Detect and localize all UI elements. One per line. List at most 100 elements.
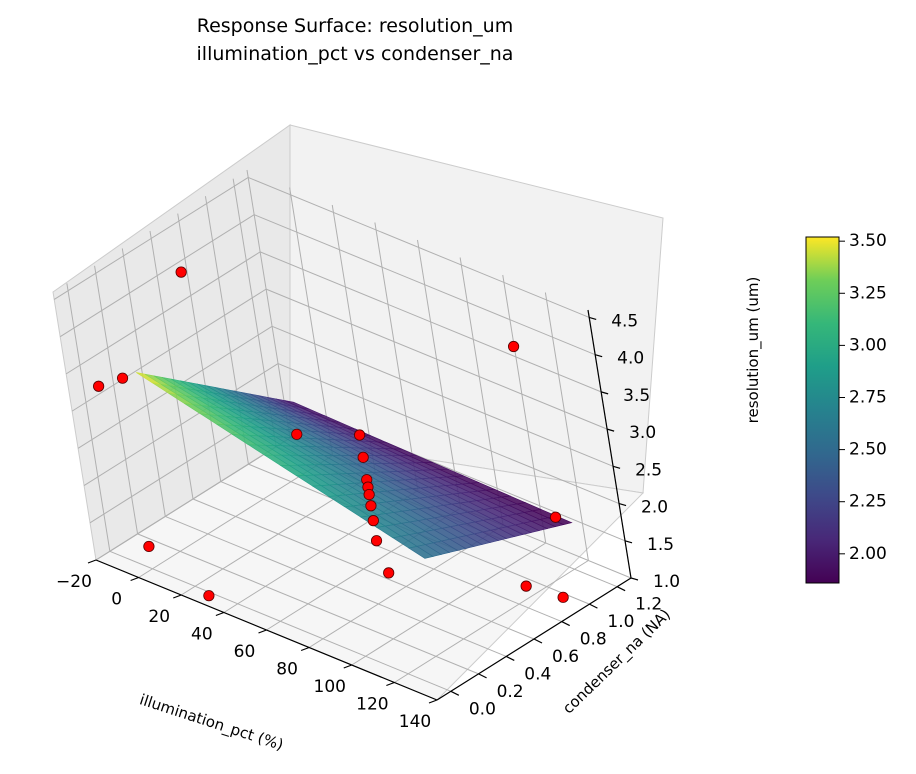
- z-tick-mark: [589, 316, 597, 321]
- y-gridline-floor: [109, 550, 452, 692]
- z-tick-mark: [606, 428, 615, 432]
- colorbar-gradient: [805, 236, 840, 584]
- z-tick-mark: [630, 577, 639, 581]
- z-gridline-left: [53, 177, 249, 300]
- z-tick-label: 4.0: [617, 349, 644, 369]
- data-point: [353, 429, 366, 441]
- colorbar-tick-label: 3.25: [849, 283, 887, 303]
- x-tick-label: 120: [356, 695, 388, 715]
- z-tick-label: 1.5: [647, 535, 674, 555]
- data-point: [549, 511, 562, 523]
- y-tick-label: 1.2: [635, 595, 662, 615]
- z-tick-label: 3.5: [623, 386, 650, 406]
- x-tick-mark: [215, 611, 225, 617]
- y-gridline-floor: [165, 515, 507, 657]
- x-tick-mark: [87, 559, 97, 564]
- z-tick-label: 2.0: [641, 498, 668, 518]
- x-tick-mark: [173, 594, 182, 599]
- y-tick-label: 0.2: [497, 682, 524, 702]
- y-tick-mark: [506, 655, 515, 661]
- z-gridline-back: [265, 288, 608, 430]
- data-point: [383, 567, 395, 579]
- y-gridline-floor: [192, 498, 535, 640]
- axes-panes: [52, 124, 664, 701]
- surface-patch: [284, 400, 310, 410]
- y-gridline-floor: [137, 533, 479, 675]
- data-point: [520, 580, 532, 592]
- data-point: [367, 515, 379, 527]
- z-tick-label: 4.5: [611, 311, 638, 331]
- observed-points: [93, 266, 569, 603]
- colorbar-tick-label: 2.00: [849, 544, 887, 564]
- chart-subtitle: illumination_pct vs condenser_na: [197, 43, 514, 65]
- data-point: [557, 591, 569, 603]
- y-tick-mark: [616, 586, 626, 592]
- data-point: [93, 380, 105, 392]
- z-tick-label: 1.0: [653, 572, 680, 592]
- x-tick-label: 80: [276, 660, 298, 680]
- axis-ticks: [87, 309, 639, 704]
- y-tick-mark: [450, 690, 460, 696]
- z-tick-mark: [600, 391, 609, 395]
- z-gridline-back: [253, 214, 596, 356]
- z-tick-label: 2.5: [635, 460, 662, 480]
- chart-title: Response Surface: resolution_um: [197, 15, 514, 37]
- response-surface: [136, 372, 573, 559]
- x-tick-label: 20: [148, 607, 170, 627]
- z-axis-line: [587, 309, 632, 579]
- z-tick-label: 3.0: [629, 423, 656, 443]
- y-tick-label: 0.4: [524, 664, 551, 684]
- y-tick-label: 0.6: [552, 647, 579, 667]
- data-point: [175, 266, 187, 278]
- data-point: [143, 540, 155, 553]
- y-tick-label: 0.8: [580, 630, 607, 650]
- data-point: [357, 451, 369, 463]
- x-tick-mark: [343, 664, 352, 669]
- y-tick-mark: [589, 603, 598, 609]
- data-point: [363, 488, 375, 501]
- colorbar-tick-label: 2.75: [849, 387, 887, 407]
- x-axis-label: illumination_pct (%): [137, 690, 286, 754]
- z-axis-label: resolution_um (um): [744, 277, 763, 424]
- data-point: [365, 500, 377, 512]
- x-tick-label: 0: [111, 590, 122, 610]
- y-axis-line: [436, 577, 632, 701]
- colorbar: 2.00 2.25 2.50 2.75 3.00 3.25 3.50: [805, 231, 887, 584]
- y-tick-label: 1.0: [607, 612, 634, 632]
- y-tick-mark: [561, 621, 570, 627]
- colorbar-tick-label: 3.00: [849, 335, 887, 355]
- z-gridline-left: [83, 363, 279, 486]
- y-tick-label: 0.0: [469, 699, 496, 719]
- x-tick-mark: [300, 646, 310, 652]
- x-tick-mark: [258, 629, 267, 634]
- x-tick-label: 140: [399, 712, 431, 732]
- x-tick-mark: [130, 576, 139, 582]
- z-gridline-left: [95, 437, 291, 561]
- x-axis-line: [95, 559, 438, 701]
- y-gridline-floor: [220, 481, 562, 623]
- z-tick-mark: [618, 502, 627, 507]
- x-tick-label: 100: [314, 677, 346, 697]
- colorbar-ticks: 2.00 2.25 2.50 2.75 3.00 3.25 3.50: [839, 231, 887, 564]
- z-gridline-back: [248, 176, 590, 318]
- z-gridline-left: [65, 251, 261, 375]
- data-point: [291, 428, 303, 440]
- data-point: [116, 372, 129, 384]
- data-point: [507, 340, 520, 353]
- x-tick-mark: [386, 681, 395, 687]
- y-tick-mark: [533, 638, 543, 644]
- data-point: [203, 590, 215, 602]
- z-gridline-back: [277, 363, 620, 505]
- y-tick-mark: [478, 673, 487, 679]
- x-tick-label: 40: [191, 625, 213, 645]
- colorbar-tick-label: 2.25: [849, 492, 887, 512]
- x-tick-label: 60: [234, 642, 256, 662]
- x-tick-label: −20: [56, 572, 92, 592]
- z-tick-mark: [595, 354, 603, 358]
- data-point: [370, 535, 383, 547]
- colorbar-tick-label: 3.50: [849, 231, 887, 251]
- z-gridline-left: [71, 288, 267, 412]
- colorbar-tick-label: 2.50: [849, 440, 887, 460]
- z-tick-mark: [624, 540, 633, 544]
